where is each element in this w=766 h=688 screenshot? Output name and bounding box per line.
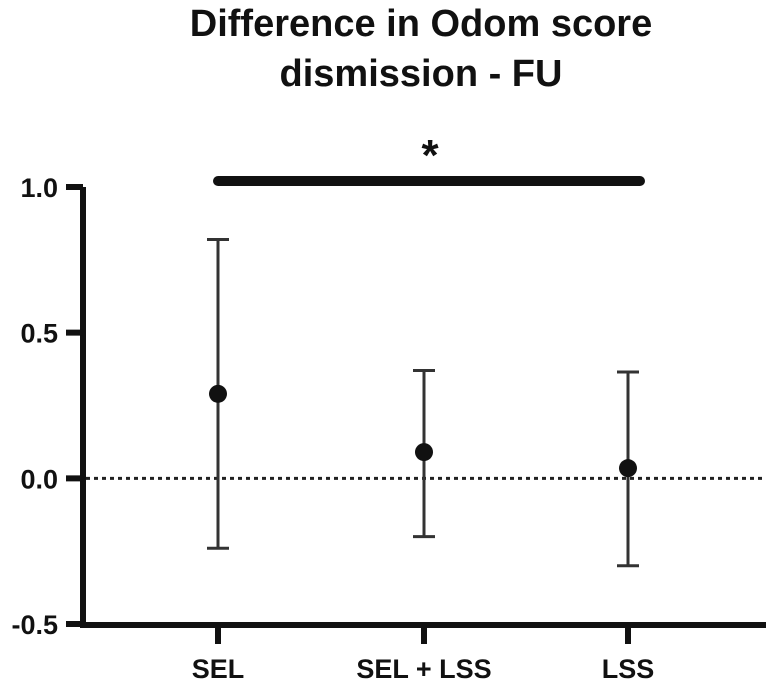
x-tick-label: SEL + LSS bbox=[356, 654, 491, 684]
x-tick-label: SEL bbox=[192, 654, 245, 684]
y-tick-label: 0.5 bbox=[20, 319, 58, 349]
mean-point bbox=[619, 459, 637, 478]
mean-point bbox=[415, 443, 433, 462]
mean-point bbox=[209, 384, 227, 403]
x-tick-label: LSS bbox=[602, 654, 655, 684]
x-ticks: SEL SEL + LSS LSS bbox=[192, 625, 655, 684]
chart-title-line-1: Difference in Odom score bbox=[190, 3, 652, 45]
plot-area bbox=[86, 237, 766, 568]
y-tick-label: 1.0 bbox=[20, 173, 58, 203]
y-ticks: 1.0 0.5 0.0 -0.5 bbox=[11, 173, 83, 640]
y-tick-label: 0.0 bbox=[20, 464, 58, 494]
chart-title-line-2: dismission - FU bbox=[280, 53, 563, 95]
y-tick-label: -0.5 bbox=[11, 610, 58, 640]
significance-asterisk: * bbox=[421, 131, 439, 180]
